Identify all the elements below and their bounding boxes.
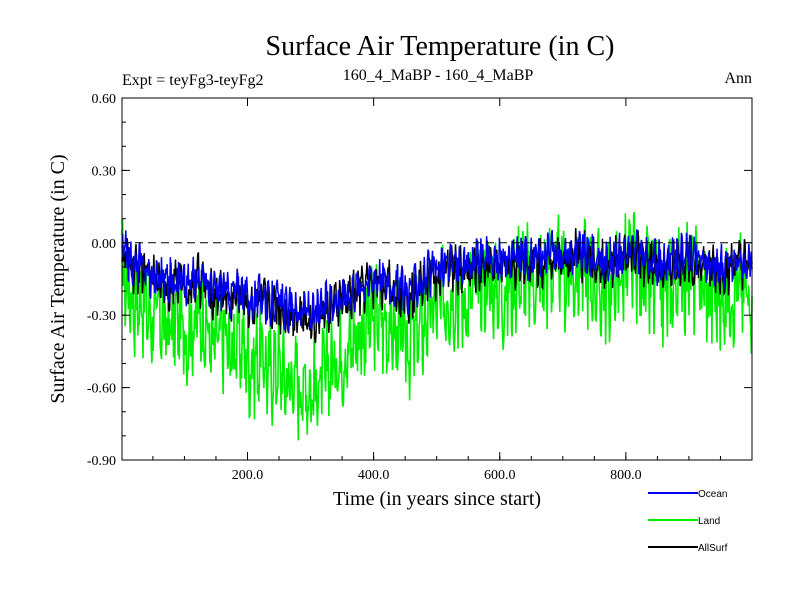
y-tick-label: -0.90 [87,454,116,469]
legend-label-allsurf: AllSurf [698,543,728,554]
legend: Ocean Land AllSurf [648,489,728,554]
season-label: Ann [724,70,752,87]
x-tick-label: 600.0 [484,468,516,483]
y-tick-label: 0.00 [92,237,117,252]
experiment-label: Expt = teyFg3-teyFg2 [122,72,263,89]
y-tick-label: 0.60 [92,92,117,107]
chart-title: Surface Air Temperature (in C) [266,31,615,62]
y-axis-label: Surface Air Temperature (in C) [47,154,69,403]
legend-label-land: Land [698,516,720,527]
y-tick-label: -0.60 [87,382,116,397]
series-line-land [121,211,753,441]
legend-label-ocean: Ocean [698,489,727,500]
run-label: 160_4_MaBP - 160_4_MaBP [343,67,534,84]
y-tick-label: 0.30 [92,164,117,179]
x-tick-label: 400.0 [358,468,390,483]
series-line-ocean [121,229,753,332]
plot-area: -0.90 -0.60 -0.30 0.00 0.30 0.60 200.0 400.0 600… [87,92,753,483]
x-tick-label: 200.0 [232,468,264,483]
x-axis-label: Time (in years since start) [333,488,541,510]
x-tick-label: 800.0 [610,468,642,483]
ticks-layer: -0.90 -0.60 -0.30 0.00 0.30 0.60 200.0 400.0 600… [87,92,752,483]
series-layer [121,211,753,441]
y-tick-label: -0.30 [87,309,116,324]
